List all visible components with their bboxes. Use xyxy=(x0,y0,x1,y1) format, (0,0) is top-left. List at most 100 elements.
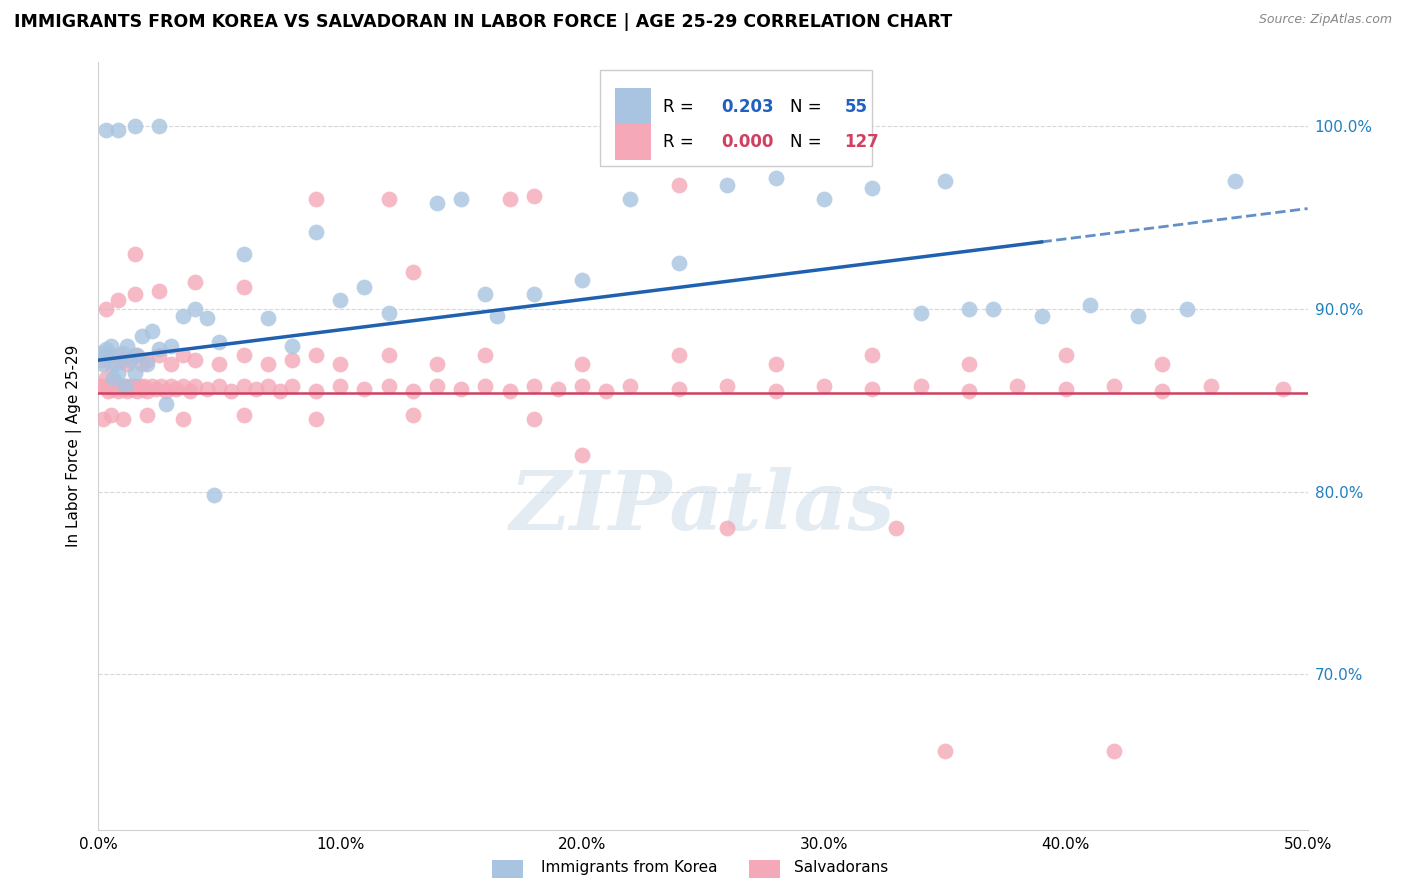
Point xyxy=(619,193,641,207)
Point xyxy=(131,357,153,371)
Point xyxy=(860,348,883,362)
Point xyxy=(523,188,546,202)
Point xyxy=(124,120,146,134)
Text: Source: ZipAtlas.com: Source: ZipAtlas.com xyxy=(1258,13,1392,27)
Point xyxy=(118,378,141,392)
Point xyxy=(523,378,546,392)
Point xyxy=(402,384,425,399)
Point xyxy=(305,225,328,239)
Point xyxy=(377,193,399,207)
Point xyxy=(90,378,112,392)
Point xyxy=(91,378,114,392)
Text: Immigrants from Korea: Immigrants from Korea xyxy=(541,861,718,875)
Point xyxy=(547,383,569,397)
Text: IMMIGRANTS FROM KOREA VS SALVADORAN IN LABOR FORCE | AGE 25-29 CORRELATION CHART: IMMIGRANTS FROM KOREA VS SALVADORAN IN L… xyxy=(14,13,952,31)
Point xyxy=(619,378,641,392)
Point xyxy=(571,273,593,287)
Bar xyxy=(492,860,523,878)
Point xyxy=(934,744,956,758)
Point xyxy=(232,408,254,422)
Point xyxy=(305,384,328,399)
Point xyxy=(668,256,690,270)
Point xyxy=(1223,174,1246,188)
Point xyxy=(94,342,117,356)
Point xyxy=(269,384,291,399)
Point xyxy=(498,193,520,207)
Text: R =: R = xyxy=(664,133,699,151)
Point xyxy=(474,378,496,392)
Point xyxy=(1199,378,1222,392)
Point xyxy=(131,383,153,397)
Point xyxy=(329,378,352,392)
Point xyxy=(377,348,399,362)
Point xyxy=(1054,348,1077,362)
Point xyxy=(135,384,157,399)
Point xyxy=(107,384,129,399)
Point xyxy=(571,357,593,371)
Point xyxy=(94,301,117,316)
Point xyxy=(305,411,328,425)
Point xyxy=(474,287,496,301)
Point xyxy=(353,383,375,397)
Point xyxy=(184,353,207,368)
Point xyxy=(426,378,449,392)
Point xyxy=(716,521,738,535)
Point xyxy=(107,293,129,307)
Point xyxy=(150,378,173,392)
Point xyxy=(523,411,546,425)
Text: 0.000: 0.000 xyxy=(721,133,773,151)
Text: Salvadorans: Salvadorans xyxy=(794,861,889,875)
Point xyxy=(121,383,143,397)
Point xyxy=(117,384,139,399)
Point xyxy=(281,353,304,368)
Point xyxy=(668,383,690,397)
Point xyxy=(813,193,835,207)
Point xyxy=(124,247,146,261)
Point xyxy=(90,346,112,360)
Point xyxy=(934,174,956,188)
Point xyxy=(101,383,124,397)
Point xyxy=(765,384,787,399)
Point xyxy=(107,348,129,362)
Point xyxy=(1128,310,1150,324)
Point xyxy=(716,378,738,392)
Point xyxy=(765,170,787,185)
Point xyxy=(127,384,149,399)
FancyBboxPatch shape xyxy=(614,124,651,161)
Point xyxy=(221,384,243,399)
Point xyxy=(134,378,156,392)
Text: N =: N = xyxy=(790,133,827,151)
Point xyxy=(118,353,141,368)
Point xyxy=(256,311,278,326)
Point xyxy=(1152,384,1174,399)
Point xyxy=(100,357,122,371)
Point xyxy=(450,193,472,207)
Point xyxy=(426,357,449,371)
Point xyxy=(91,411,114,425)
Point xyxy=(124,378,146,392)
Point xyxy=(135,408,157,422)
Point xyxy=(305,348,328,362)
Point xyxy=(1272,383,1295,397)
Point xyxy=(117,338,139,352)
Point xyxy=(1175,301,1198,316)
Point xyxy=(145,383,167,397)
Point xyxy=(141,324,163,338)
Point xyxy=(104,375,127,389)
Point xyxy=(1031,310,1053,324)
Point xyxy=(101,371,124,385)
Point xyxy=(184,378,207,392)
FancyBboxPatch shape xyxy=(600,70,872,166)
Point xyxy=(172,310,194,324)
Point xyxy=(281,378,304,392)
Point xyxy=(172,411,194,425)
Point xyxy=(141,378,163,392)
Point xyxy=(1102,744,1125,758)
Point xyxy=(107,123,129,137)
Point xyxy=(595,384,617,399)
Point xyxy=(91,357,114,371)
Point xyxy=(450,383,472,397)
Point xyxy=(232,378,254,392)
Text: 0.203: 0.203 xyxy=(721,97,773,116)
Point xyxy=(1078,298,1101,312)
